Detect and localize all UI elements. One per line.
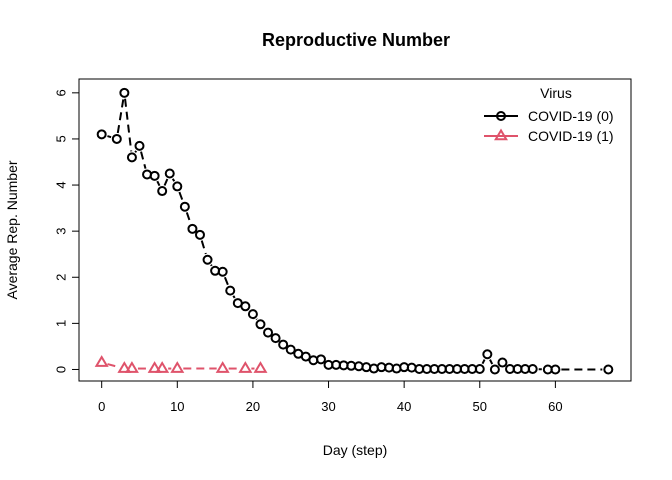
series-0 bbox=[96, 87, 614, 375]
series-line-segment bbox=[185, 212, 192, 224]
series-line-segment bbox=[116, 98, 125, 134]
legend-swatch-marker bbox=[496, 111, 506, 121]
series-line-segment bbox=[232, 295, 236, 299]
legend: Virus COVID-19 (0) COVID-19 (1) bbox=[484, 85, 614, 144]
data-point bbox=[124, 361, 139, 373]
x-tick-label: 0 bbox=[98, 399, 105, 414]
data-point bbox=[179, 201, 190, 212]
legend-entry-1: COVID-19 (1) bbox=[484, 128, 614, 144]
x-tick-label: 40 bbox=[397, 399, 411, 414]
legend-label: COVID-19 (1) bbox=[528, 128, 614, 144]
data-point bbox=[155, 361, 170, 373]
data-point bbox=[172, 181, 183, 192]
x-tick-label: 10 bbox=[170, 399, 184, 414]
y-tick-label: 2 bbox=[53, 274, 68, 281]
data-point bbox=[278, 339, 289, 350]
data-point bbox=[217, 266, 228, 277]
data-point bbox=[497, 357, 508, 368]
y-tick-label: 5 bbox=[53, 135, 68, 142]
series-line-segment bbox=[481, 359, 486, 365]
data-point bbox=[482, 349, 493, 360]
data-point bbox=[603, 364, 614, 375]
data-point bbox=[247, 309, 258, 320]
data-point bbox=[164, 168, 175, 179]
x-tick-label: 30 bbox=[321, 399, 335, 414]
data-point bbox=[126, 152, 137, 163]
data-point bbox=[263, 327, 274, 338]
data-point bbox=[119, 87, 130, 98]
series-line-segment bbox=[200, 240, 207, 255]
series-line-segment bbox=[223, 276, 229, 286]
x-tick-label: 60 bbox=[548, 399, 562, 414]
x-tick-label: 20 bbox=[246, 399, 260, 414]
series-layer bbox=[94, 87, 614, 375]
plot-area-border bbox=[78, 78, 632, 382]
x-tick-label: 50 bbox=[473, 399, 487, 414]
chart-title: Reproductive Number bbox=[262, 30, 450, 50]
data-point bbox=[157, 186, 168, 197]
data-point bbox=[300, 351, 311, 362]
y-axis-label: Average Rep. Number bbox=[4, 160, 20, 299]
data-point bbox=[270, 333, 281, 344]
series-line-segment bbox=[156, 180, 161, 187]
data-point bbox=[215, 361, 230, 373]
data-point bbox=[550, 364, 561, 375]
data-point bbox=[187, 223, 198, 234]
data-point bbox=[315, 354, 326, 365]
series-1 bbox=[94, 355, 268, 373]
legend-title: Virus bbox=[540, 85, 572, 101]
data-point bbox=[149, 170, 160, 181]
data-point bbox=[285, 344, 296, 355]
data-point bbox=[194, 229, 205, 240]
series-line-segment bbox=[171, 178, 176, 182]
data-point bbox=[489, 364, 500, 375]
data-point bbox=[238, 361, 253, 373]
legend-entries: COVID-19 (0) COVID-19 (1) bbox=[484, 108, 614, 144]
series-line-segment bbox=[107, 135, 112, 139]
series-line-segment bbox=[124, 98, 133, 152]
data-point bbox=[255, 319, 266, 330]
y-tick-label: 4 bbox=[53, 181, 68, 188]
data-point bbox=[147, 361, 162, 373]
data-point bbox=[202, 254, 213, 265]
legend-label: COVID-19 (0) bbox=[528, 108, 614, 124]
y-tick-label: 6 bbox=[53, 89, 68, 96]
y-axis: 0 1 2 3 4 5 6 bbox=[53, 89, 80, 373]
x-axis-label: Day (step) bbox=[323, 442, 388, 458]
legend-entry-0: COVID-19 (0) bbox=[484, 108, 614, 124]
data-point bbox=[117, 361, 132, 373]
data-point bbox=[170, 361, 185, 373]
data-point bbox=[474, 364, 485, 375]
series-line-segment bbox=[134, 150, 138, 153]
data-point bbox=[96, 129, 107, 140]
series-line-segment bbox=[107, 363, 119, 368]
series-line-segment bbox=[140, 151, 147, 169]
series-line-segment bbox=[163, 178, 169, 186]
data-point bbox=[134, 140, 145, 151]
data-point bbox=[240, 301, 251, 312]
y-tick-label: 3 bbox=[53, 228, 68, 235]
data-point bbox=[111, 133, 122, 144]
data-point bbox=[94, 355, 109, 367]
series-line-segment bbox=[178, 191, 184, 202]
y-tick-label: 1 bbox=[53, 320, 68, 327]
series-line-segment bbox=[210, 264, 213, 267]
data-point bbox=[253, 361, 268, 373]
data-point bbox=[225, 285, 236, 296]
legend-swatch-marker bbox=[494, 128, 508, 141]
data-point bbox=[527, 364, 538, 375]
series-line-segment bbox=[489, 359, 494, 365]
x-axis: 0 10 20 30 40 50 60 bbox=[98, 380, 563, 414]
y-tick-label: 0 bbox=[53, 366, 68, 373]
